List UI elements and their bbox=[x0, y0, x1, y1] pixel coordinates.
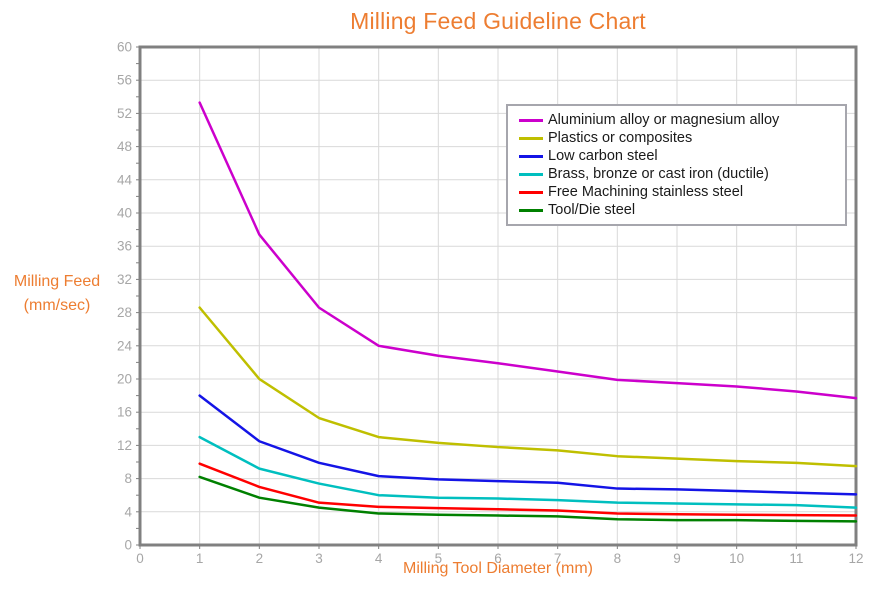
legend-label: Free Machining stainless steel bbox=[548, 184, 744, 200]
legend-item-low-carbon-steel: Low carbon steel bbox=[519, 147, 845, 165]
legend-label: Aluminium alloy or magnesium alloy bbox=[548, 112, 780, 128]
x-tick-label: 3 bbox=[315, 551, 323, 566]
x-tick-label: 11 bbox=[789, 551, 803, 566]
y-tick-label: 12 bbox=[117, 438, 132, 453]
y-axis-title-line1: Milling Feed bbox=[13, 273, 101, 290]
legend-item-stainless-steel: Free Machining stainless steel bbox=[519, 183, 845, 201]
x-axis-title: Milling Tool Diameter (mm) bbox=[403, 560, 593, 577]
legend: Aluminium alloy or magnesium alloy Plast… bbox=[506, 104, 847, 226]
x-tick-label: 0 bbox=[136, 551, 144, 566]
x-tick-label: 10 bbox=[729, 551, 744, 566]
x-tick-label: 2 bbox=[256, 551, 264, 566]
series-line-4 bbox=[198, 462, 858, 517]
y-axis-title: Milling Feed (mm/sec) bbox=[0, 270, 114, 318]
legend-item-plastics: Plastics or composites bbox=[519, 129, 845, 147]
legend-line-swatch-stainless-steel bbox=[519, 190, 543, 194]
legend-line-swatch-plastics bbox=[519, 136, 543, 140]
x-tick-label: 5 bbox=[435, 551, 443, 566]
y-tick-label: 56 bbox=[117, 73, 132, 88]
y-tick-label: 24 bbox=[117, 338, 133, 353]
series-line-1 bbox=[198, 306, 858, 468]
y-tick-label: 8 bbox=[124, 471, 132, 486]
series-line-0 bbox=[198, 101, 858, 400]
y-tick-label: 40 bbox=[117, 206, 132, 221]
y-tick-label: 0 bbox=[124, 538, 132, 553]
legend-line-swatch-low-carbon-steel bbox=[519, 154, 543, 158]
y-tick-label: 52 bbox=[117, 106, 132, 121]
y-tick-label: 44 bbox=[117, 172, 133, 187]
y-tick-label: 16 bbox=[117, 405, 132, 420]
legend-line-swatch-brass bbox=[519, 172, 543, 176]
x-tick-label: 4 bbox=[375, 551, 383, 566]
y-tick-label: 32 bbox=[117, 272, 132, 287]
series-line-3 bbox=[198, 435, 858, 509]
y-tick-label: 4 bbox=[124, 504, 132, 519]
legend-label: Plastics or composites bbox=[548, 130, 693, 146]
legend-label: Low carbon steel bbox=[548, 148, 658, 164]
y-tick-label: 48 bbox=[117, 139, 132, 154]
y-tick-label: 20 bbox=[117, 372, 132, 387]
legend-item-aluminium: Aluminium alloy or magnesium alloy bbox=[519, 111, 845, 129]
x-tick-label: 9 bbox=[673, 551, 681, 566]
legend-line-swatch-tool-die-steel bbox=[519, 208, 543, 212]
plot-border bbox=[138, 45, 858, 547]
x-tick-label: 1 bbox=[196, 551, 204, 566]
x-tick-label: 8 bbox=[614, 551, 622, 566]
y-tick-label: 28 bbox=[117, 305, 132, 320]
legend-item-brass: Brass, bronze or cast iron (ductile) bbox=[519, 165, 845, 183]
y-tick-label: 36 bbox=[117, 239, 132, 254]
legend-label: Brass, bronze or cast iron (ductile) bbox=[548, 166, 769, 182]
legend-label: Tool/Die steel bbox=[548, 202, 636, 218]
y-axis-title-line2: (mm/sec) bbox=[23, 297, 91, 314]
y-tick-label: 60 bbox=[117, 40, 132, 55]
chart-title: Milling Feed Guideline Chart bbox=[350, 8, 646, 34]
legend-line-swatch-aluminium bbox=[519, 118, 543, 122]
x-tick-label: 6 bbox=[494, 551, 502, 566]
series-line-2 bbox=[198, 394, 858, 496]
series-line-5 bbox=[198, 475, 858, 523]
legend-item-tool-die-steel: Tool/Die steel bbox=[519, 201, 845, 219]
x-tick-label: 7 bbox=[554, 551, 562, 566]
x-tick-label: 12 bbox=[848, 551, 863, 566]
